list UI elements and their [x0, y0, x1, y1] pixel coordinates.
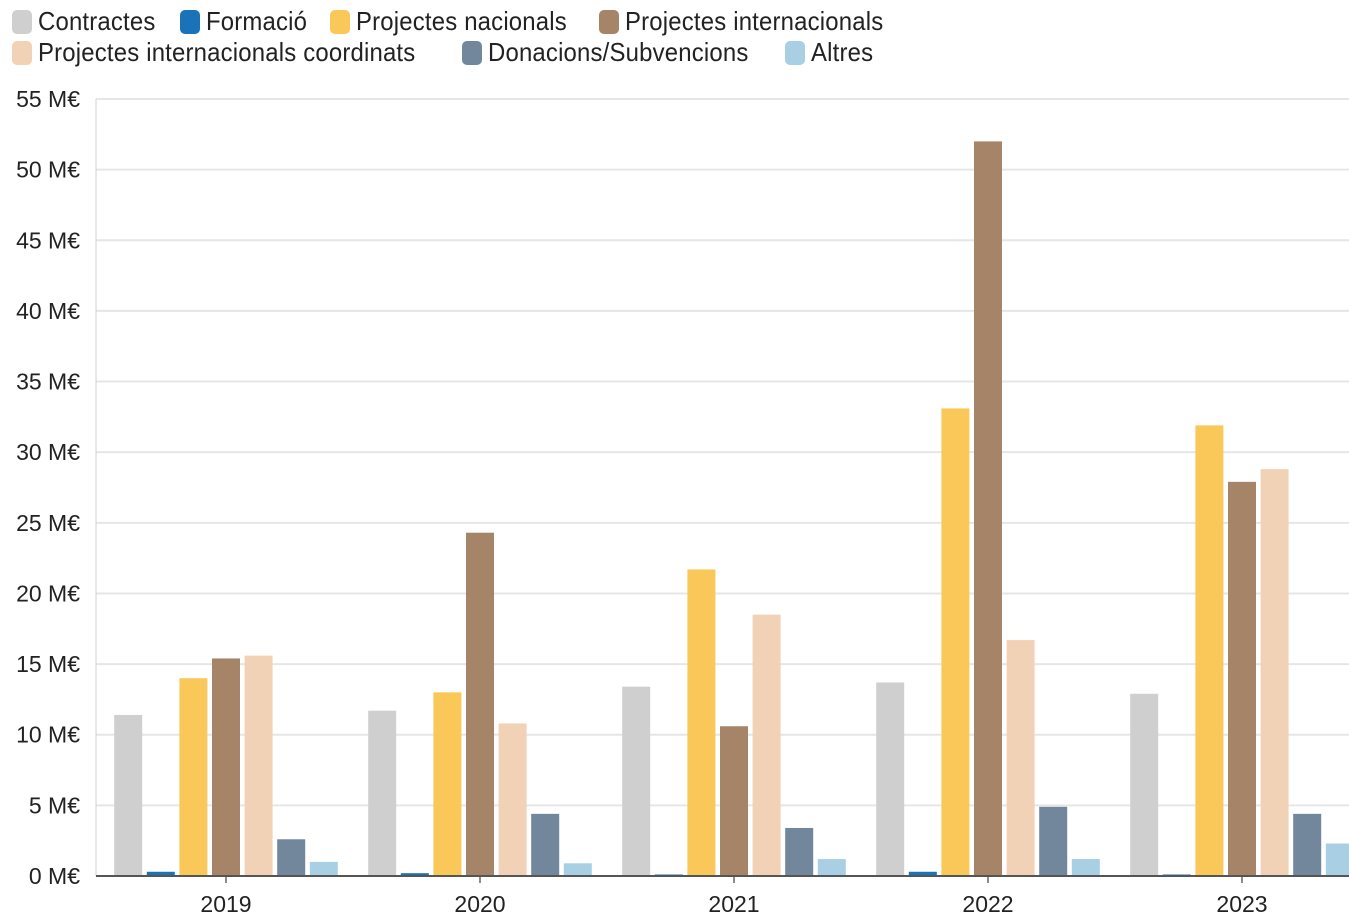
bar — [114, 714, 143, 876]
y-tick-label: 15 M€ — [16, 651, 80, 677]
bar — [498, 723, 527, 876]
y-tick-label: 25 M€ — [16, 510, 80, 536]
bar — [720, 726, 748, 876]
bar — [244, 655, 273, 876]
bar — [817, 859, 846, 876]
y-tick-label: 45 M€ — [16, 227, 80, 253]
legend-swatch — [462, 40, 483, 65]
legend-label: Contractes — [38, 6, 156, 36]
bar — [941, 408, 970, 876]
bar — [531, 813, 560, 876]
legend-label: Formació — [205, 6, 307, 36]
y-tick-label: 50 M€ — [16, 157, 80, 183]
bar — [1260, 469, 1289, 876]
legend-item-contractes[interactable]: Contractes — [12, 6, 166, 37]
legend-row-2: Projectes internacionals coordinats Dona… — [12, 37, 1332, 68]
legend-label: Projectes internacionals — [624, 6, 884, 36]
x-tick-label: 2020 — [454, 891, 505, 915]
legend-item-projectes-nacionals[interactable]: Projectes nacionals — [329, 6, 585, 37]
x-tick-label: 2022 — [962, 891, 1013, 915]
bar — [146, 871, 175, 876]
x-tick-label: 2019 — [200, 891, 251, 915]
y-tick-label: 20 M€ — [16, 580, 80, 606]
legend: Contractes Formació Projectes nacionals … — [12, 6, 1332, 68]
legend-swatch — [179, 9, 200, 34]
bar — [1228, 481, 1256, 876]
bar — [400, 873, 429, 876]
bar — [1325, 843, 1349, 876]
bars — [114, 141, 1349, 876]
bar — [309, 861, 338, 876]
bar — [563, 863, 592, 876]
bar — [622, 686, 651, 876]
legend-item-projectes-internacionals-coordinats[interactable]: Projectes internacionals coordinats — [12, 37, 448, 68]
y-tick-label: 35 M€ — [16, 369, 80, 395]
x-axis: 2019 2020 2021 2022 2023 — [96, 875, 1349, 915]
y-axis: 0 M€ 5 M€ 10 M€ 15 M€ 20 M€ 25 M€ 30 M€ 35 M€ 40… — [16, 86, 97, 889]
bar — [277, 839, 306, 876]
legend-swatch — [12, 40, 32, 65]
y-tick-label: 0 M€ — [29, 863, 80, 889]
bar — [1293, 813, 1322, 876]
bar — [687, 569, 716, 876]
y-tick-label: 55 M€ — [16, 86, 80, 112]
legend-swatch — [12, 9, 32, 34]
legend-swatch — [329, 9, 350, 34]
bar — [179, 678, 208, 876]
x-tick-label: 2023 — [1216, 891, 1267, 915]
legend-label: Donacions/Subvencions — [488, 37, 749, 67]
bar — [752, 614, 781, 876]
gridlines — [96, 98, 1349, 807]
legend-label: Altres — [811, 37, 874, 67]
legend-swatch — [598, 9, 619, 34]
bar — [212, 658, 240, 876]
legend-item-altres[interactable]: Altres — [785, 37, 879, 68]
bar — [908, 871, 937, 876]
bar — [1195, 425, 1224, 876]
x-tick-label: 2021 — [708, 891, 759, 915]
bar — [785, 827, 814, 876]
legend-item-projectes-internacionals[interactable]: Projectes internacionals — [598, 6, 906, 37]
bar — [368, 710, 397, 876]
y-tick-label: 5 M€ — [29, 792, 80, 818]
y-tick-label: 10 M€ — [16, 722, 80, 748]
legend-swatch — [785, 40, 806, 65]
bar — [466, 532, 494, 876]
legend-label: Projectes nacionals — [355, 6, 567, 36]
bar — [1130, 693, 1159, 876]
bar — [433, 692, 462, 876]
legend-item-donacions-subvencions[interactable]: Donacions/Subvencions — [462, 37, 771, 68]
y-tick-label: 40 M€ — [16, 298, 80, 324]
bar — [1071, 859, 1100, 876]
legend-row-1: Contractes Formació Projectes nacionals … — [12, 6, 1332, 37]
bar — [974, 141, 1002, 876]
bar — [876, 682, 905, 876]
bar — [1039, 806, 1068, 876]
legend-label: Projectes internacionals coordinats — [38, 37, 416, 67]
bar — [1006, 640, 1035, 876]
y-tick-label: 30 M€ — [16, 439, 80, 465]
legend-item-formacio[interactable]: Formació — [179, 6, 316, 37]
